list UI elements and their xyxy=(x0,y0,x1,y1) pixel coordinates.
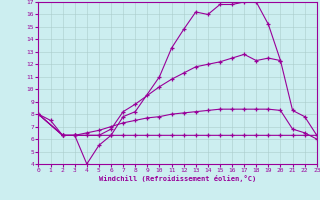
X-axis label: Windchill (Refroidissement éolien,°C): Windchill (Refroidissement éolien,°C) xyxy=(99,175,256,182)
